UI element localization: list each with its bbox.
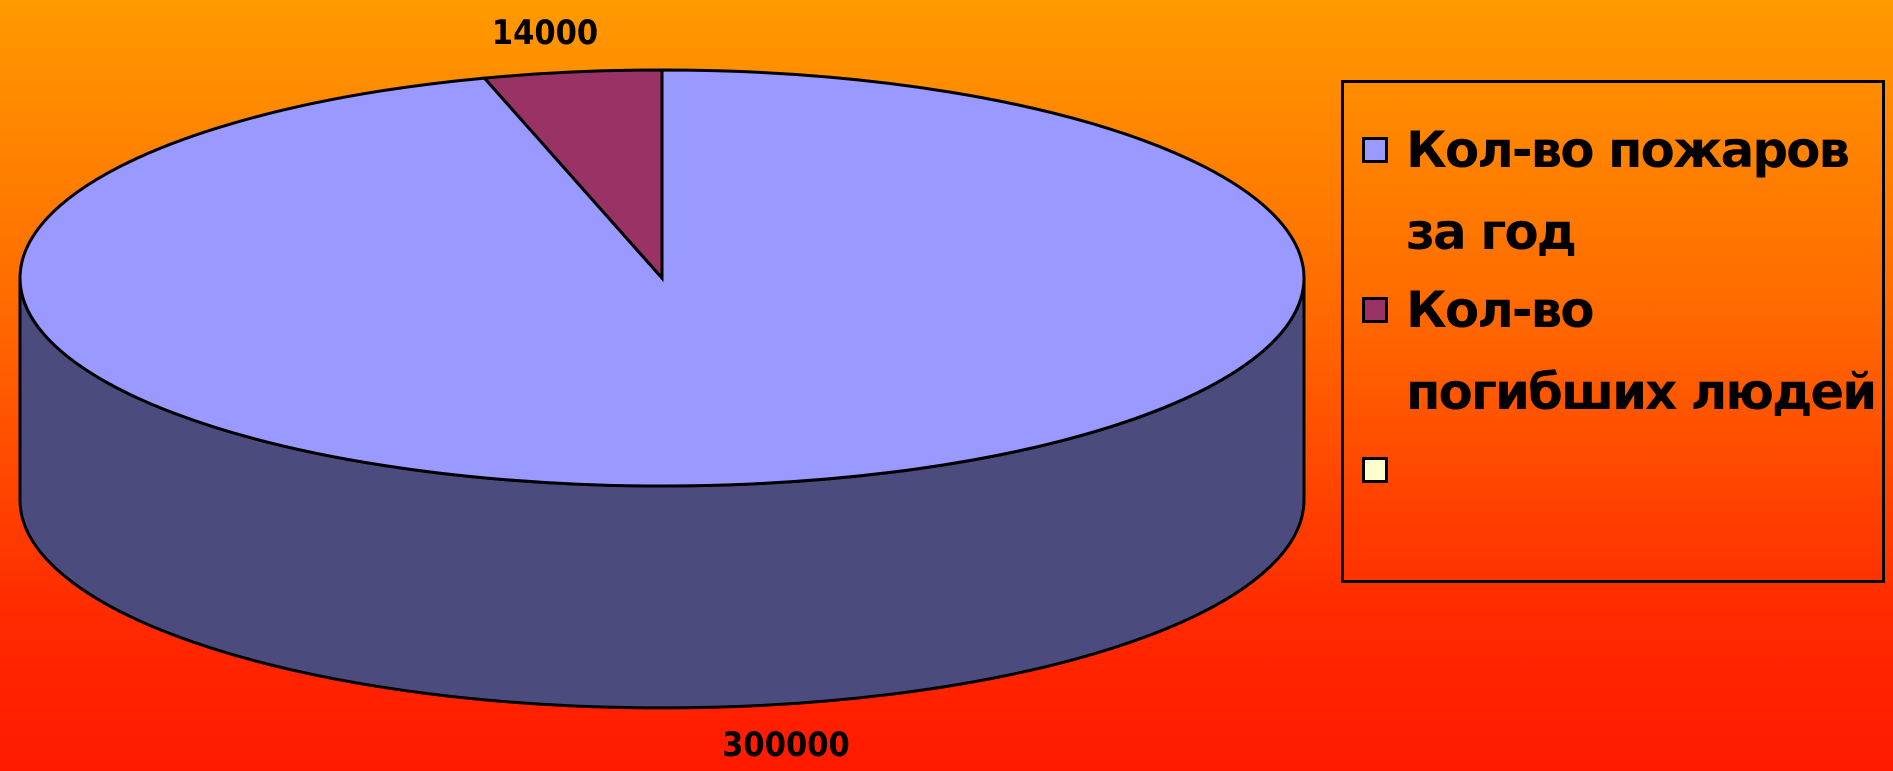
data-label-0: 300000 — [722, 725, 850, 765]
legend-item-fires: Кол-во пожаров за год — [1362, 109, 1876, 273]
legend-item-empty — [1362, 429, 1876, 483]
pie-slice-1 — [481, 68, 664, 282]
legend-swatch-deaths — [1362, 297, 1388, 323]
legend-swatch-empty — [1362, 457, 1388, 483]
data-label-1: 14000 — [492, 13, 598, 53]
legend-item-deaths: Кол-во погибших людей — [1362, 269, 1877, 433]
legend-label-fires: Кол-во пожаров за год — [1406, 121, 1850, 261]
legend-swatch-fires — [1362, 137, 1388, 163]
legend: Кол-во пожаров за год Кол-во погибших лю… — [1341, 80, 1885, 583]
legend-label-deaths: Кол-во погибших людей — [1406, 281, 1877, 421]
